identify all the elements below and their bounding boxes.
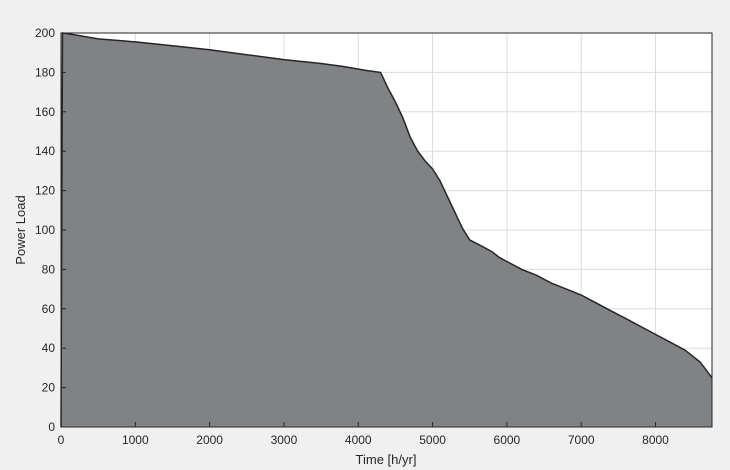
y-tick-label-6: 120 (35, 184, 55, 198)
y-tick-label-1: 20 (42, 381, 56, 395)
series-layer (60, 32, 713, 428)
x-axis-title: Time [h/yr] (356, 452, 417, 467)
x-tick-label-0: 0 (58, 433, 65, 447)
y-tick-label-4: 80 (42, 262, 56, 276)
x-tick-label-1: 1000 (122, 433, 149, 447)
y-tick-label-5: 100 (35, 223, 55, 237)
y-tick-label-0: 0 (48, 420, 55, 434)
x-tick-label-8: 8000 (642, 433, 669, 447)
x-tick-label-3: 3000 (271, 433, 298, 447)
y-tick-label-10: 200 (35, 26, 55, 40)
ticks: 0 1000 2000 3000 4000 5000 6000 7000 8000 0 20 40 60… (35, 26, 669, 447)
load-duration-line (60, 32, 713, 428)
x-tick-label-6: 6000 (494, 433, 521, 447)
x-tick-label-7: 7000 (568, 433, 595, 447)
y-tick-label-9: 180 (35, 65, 55, 79)
y-axis-title: Power Load (13, 195, 28, 264)
x-tick-label-2: 2000 (196, 433, 223, 447)
y-tick-label-7: 140 (35, 144, 55, 158)
load-duration-area (61, 33, 712, 427)
x-tick-label-5: 5000 (419, 433, 446, 447)
y-tick-label-2: 40 (42, 341, 56, 355)
y-tick-label-3: 60 (42, 302, 56, 316)
x-tick-label-4: 4000 (345, 433, 372, 447)
y-tick-label-8: 160 (35, 105, 55, 119)
